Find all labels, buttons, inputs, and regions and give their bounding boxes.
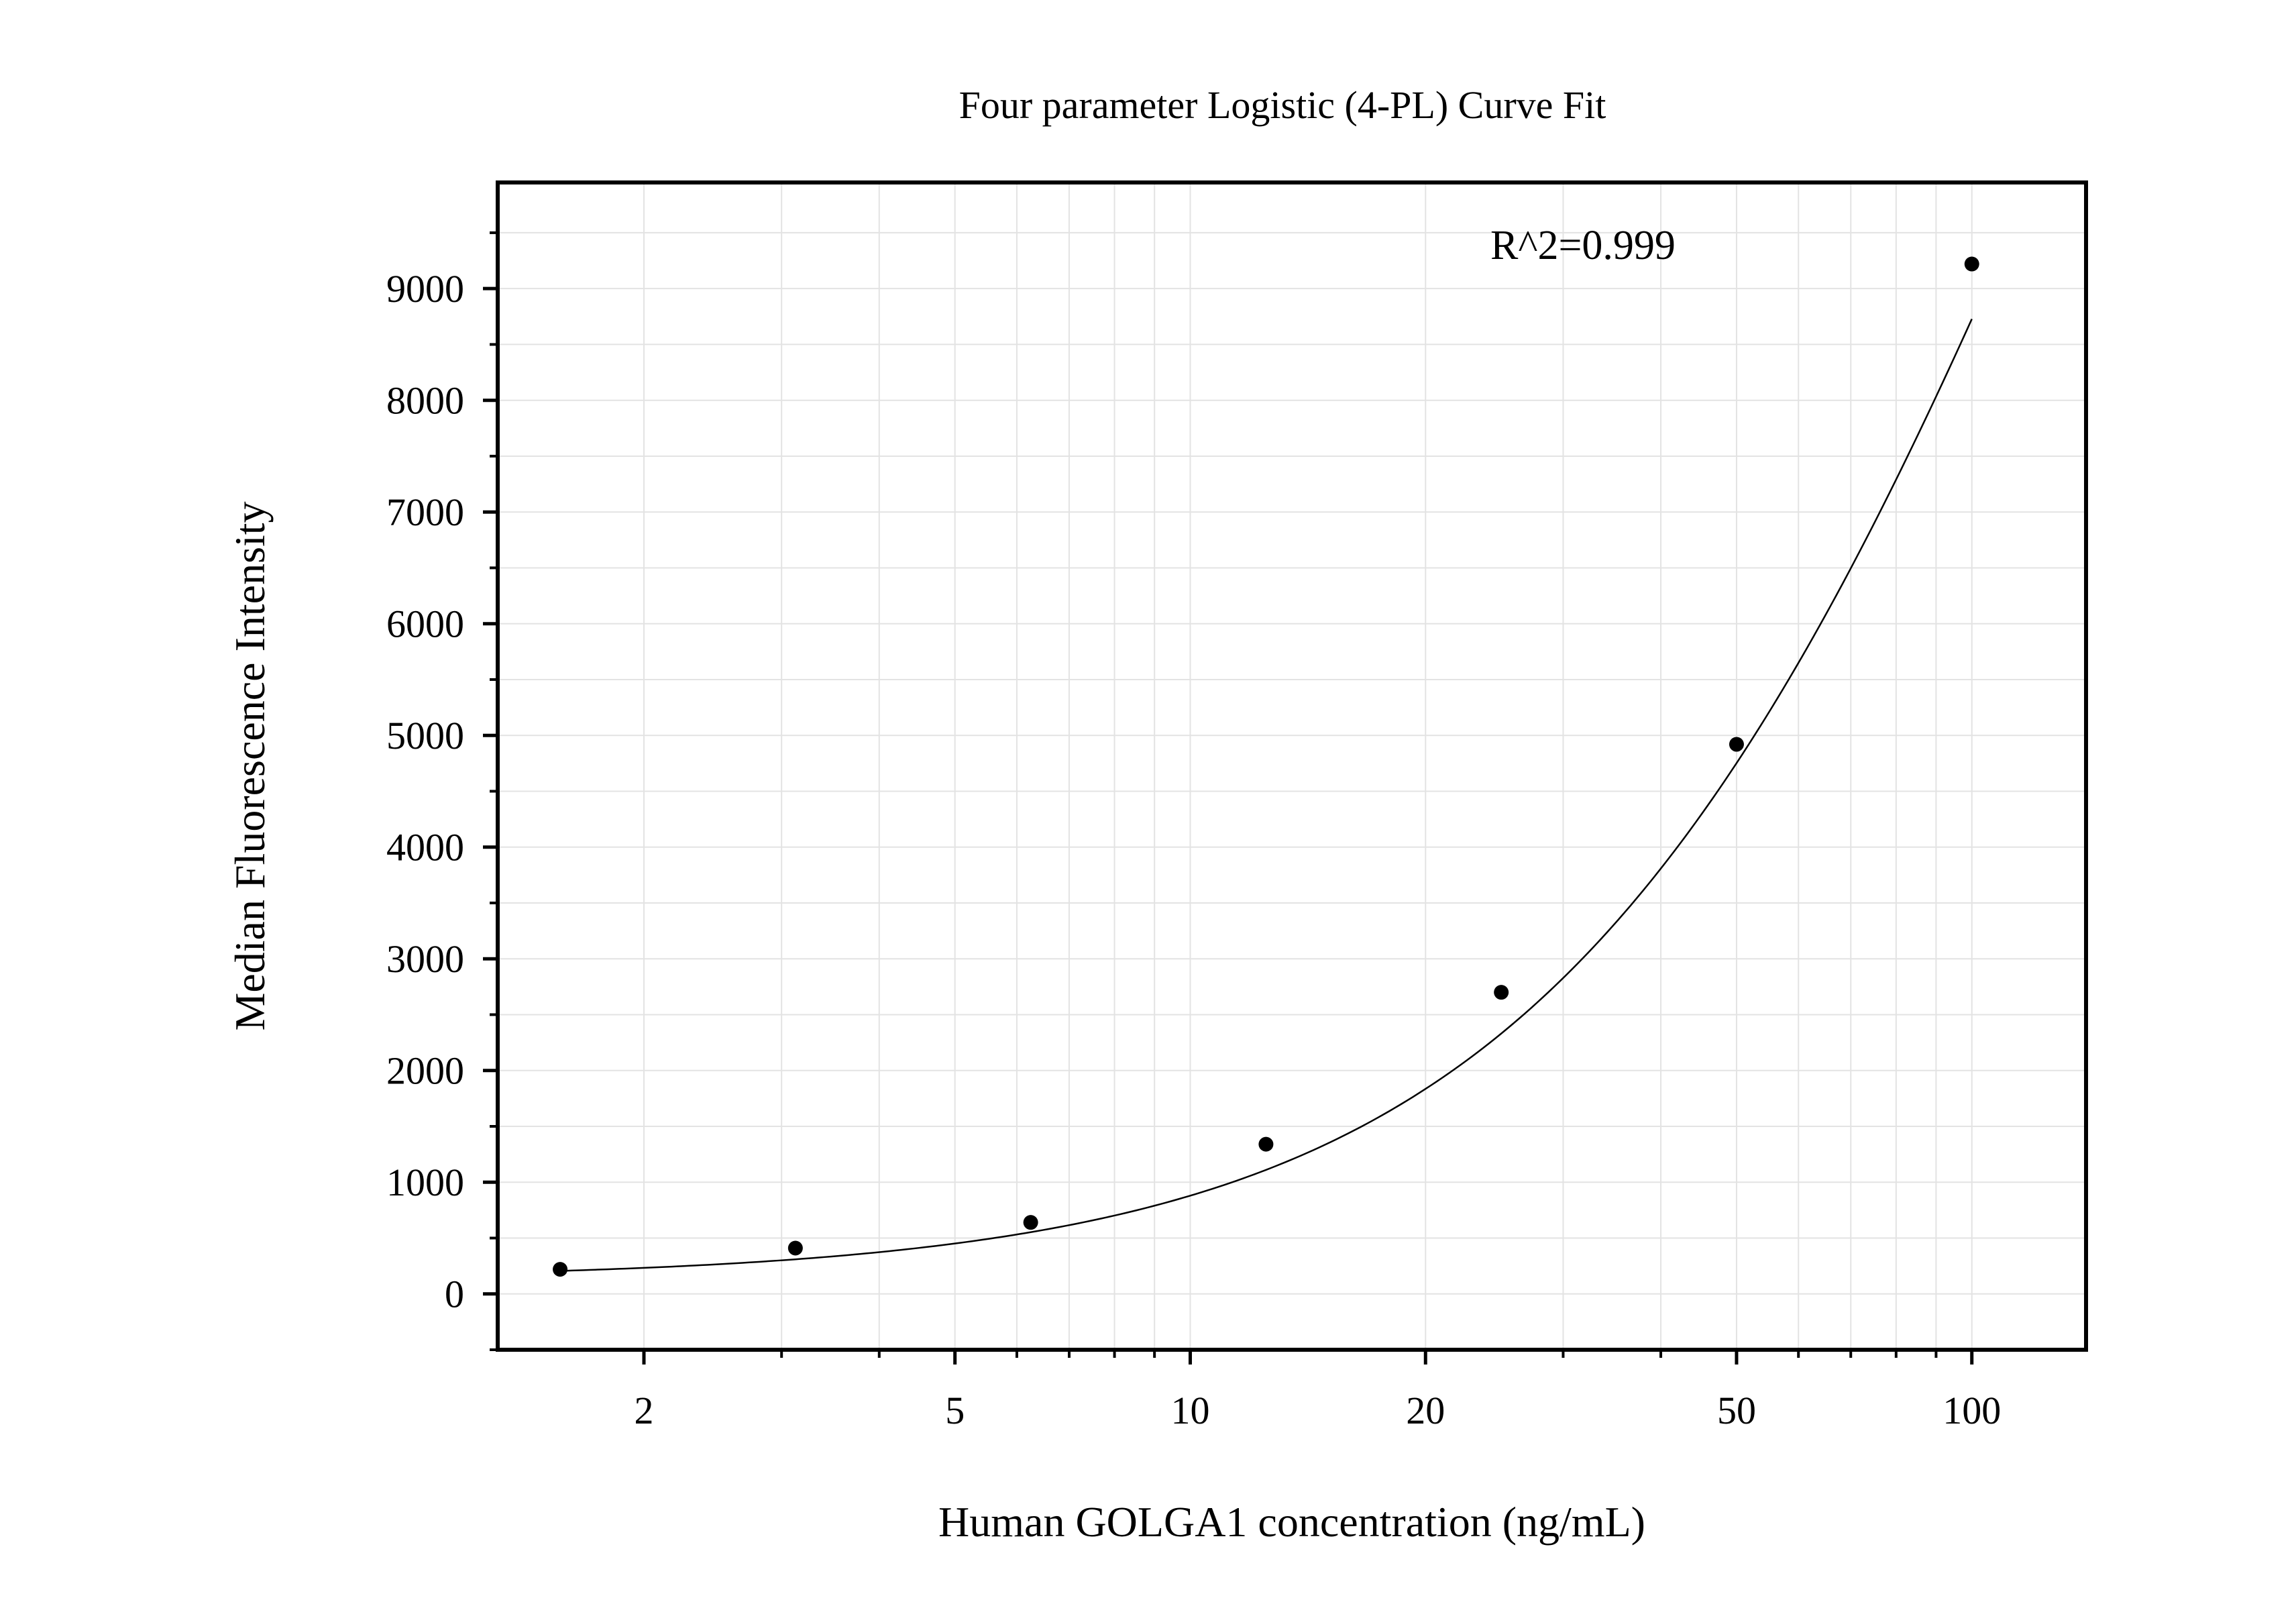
y-axis: 0 1000 2000 3000 4000 5000 6000 7000 8000 9000 — [386, 231, 498, 1351]
y-axis-label: Median Fluorescence Intensity — [226, 501, 274, 1030]
fit-curve — [560, 319, 1973, 1272]
y-tick-label: 7000 — [386, 490, 464, 534]
x-tick-label: 100 — [1943, 1389, 2001, 1432]
x-tick-label: 10 — [1170, 1389, 1209, 1432]
plot-frame — [496, 180, 2088, 1352]
data-point — [787, 1240, 803, 1256]
x-tick-label: 5 — [945, 1389, 965, 1432]
data-point — [1964, 256, 1979, 272]
x-axis: 2 5 10 20 50 100 — [635, 1350, 2001, 1432]
y-tick-label: 4000 — [386, 826, 464, 869]
y-tick-label: 9000 — [386, 267, 464, 311]
y-tick-label: 3000 — [386, 937, 464, 981]
r-squared-annotation: R^2=0.999 — [1490, 223, 1676, 268]
y-tick-label: 8000 — [386, 379, 464, 423]
data-point — [1023, 1215, 1038, 1230]
grid — [498, 182, 2086, 1350]
data-point — [1494, 985, 1509, 1000]
y-tick-label: 2000 — [386, 1049, 464, 1093]
y-tick-label: 0 — [445, 1273, 464, 1316]
data-points — [553, 256, 1979, 1277]
data-point — [553, 1262, 568, 1277]
y-tick-label: 6000 — [386, 602, 464, 646]
fit-curve-layer — [560, 319, 1973, 1272]
x-tick-label: 2 — [635, 1389, 654, 1432]
x-tick-label: 20 — [1406, 1389, 1445, 1432]
y-tick-label: 5000 — [386, 714, 464, 757]
data-point — [1258, 1136, 1274, 1152]
x-tick-label: 50 — [1717, 1389, 1756, 1432]
x-axis-label: Human GOLGA1 concentration (ng/mL) — [938, 1498, 1645, 1546]
data-point — [1729, 737, 1744, 752]
chart-title: Four parameter Logistic (4-PL) Curve Fit — [959, 83, 1606, 127]
y-tick-label: 1000 — [386, 1161, 464, 1204]
